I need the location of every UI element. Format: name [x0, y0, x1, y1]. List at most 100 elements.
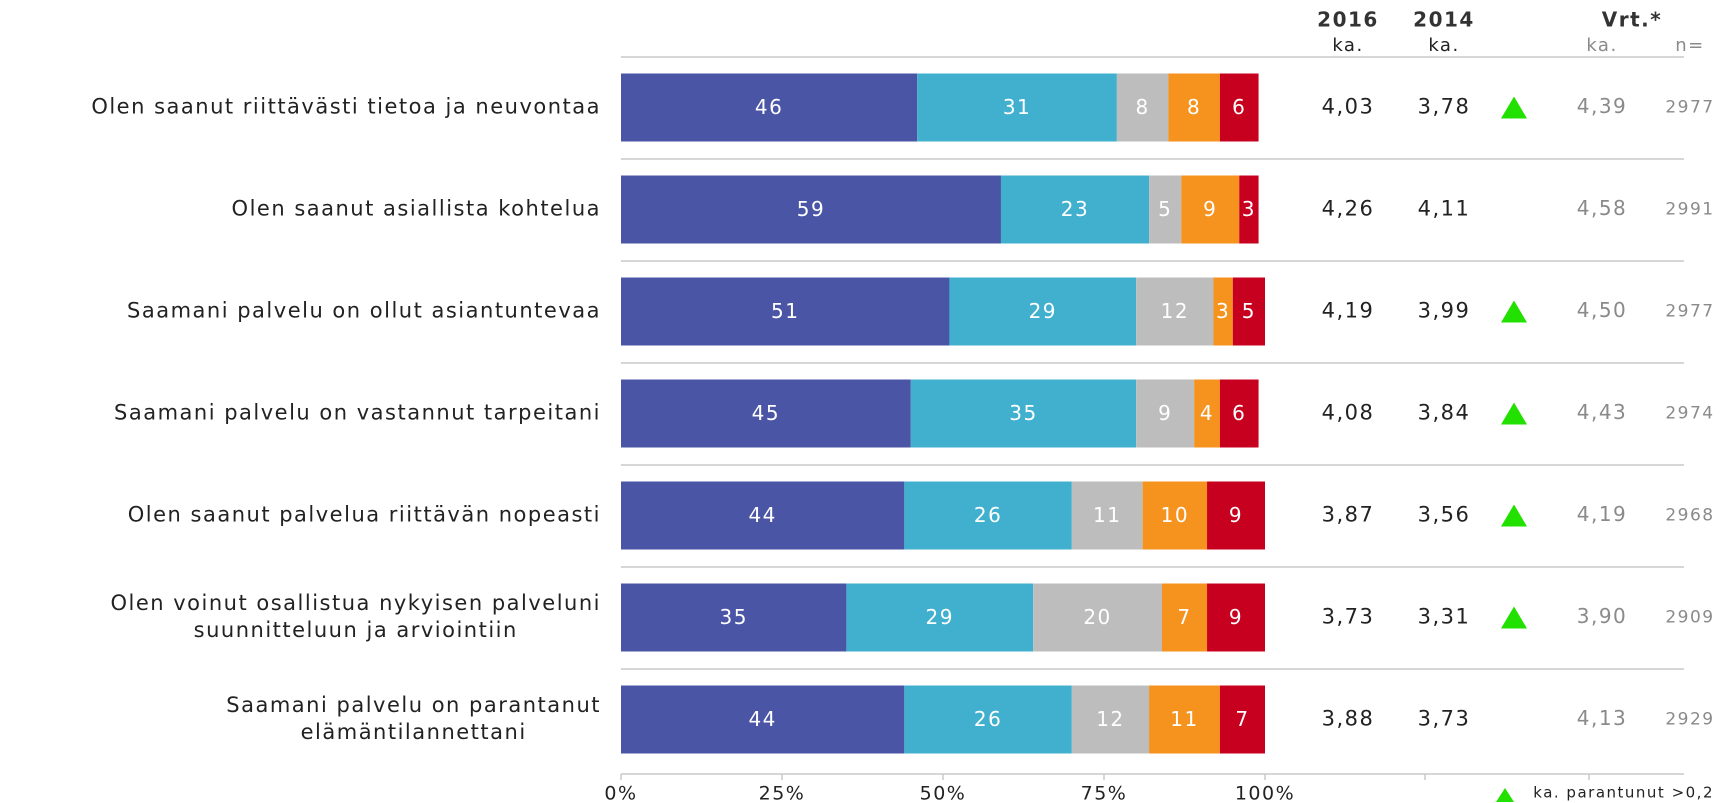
data-label: 4 [1200, 401, 1214, 425]
table-cell: 4,19 [1577, 502, 1628, 526]
data-label: 44 [748, 707, 776, 731]
category-label: Olen saanut riittävästi tietoa ja neuvon… [91, 95, 601, 119]
bar-segment [1136, 277, 1214, 346]
table-cell: 3,87 [1322, 503, 1375, 527]
bar-segment [621, 73, 918, 142]
bar-segment [1207, 583, 1265, 652]
category-label: Olen voinut osallistua nykyisen palvelun… [110, 591, 601, 615]
improved-marker [1501, 300, 1527, 323]
table-cell: 4,58 [1577, 196, 1628, 220]
bar-segment [1149, 685, 1220, 754]
data-label: 23 [1061, 197, 1089, 221]
column-header: Vrt.* [1602, 8, 1662, 32]
category-label: suunnitteluun ja arviointiin [194, 618, 518, 642]
data-label: 11 [1093, 503, 1121, 527]
bar-segment [949, 277, 1137, 346]
table-cell: 3,31 [1418, 605, 1471, 629]
bar-segment [1149, 175, 1182, 244]
table-cell: 4,08 [1322, 401, 1375, 425]
improved-marker [1501, 96, 1527, 119]
bar-segment [846, 583, 1034, 652]
table-cell: 3,99 [1418, 299, 1471, 323]
bar-segment [1142, 481, 1208, 550]
column-subheader: ka. [1332, 35, 1363, 56]
data-label: 26 [974, 707, 1002, 731]
category-label: elämäntilannettani [301, 720, 527, 744]
table-cell: 3,73 [1418, 707, 1471, 731]
column-subheader: n= [1675, 35, 1705, 56]
data-label: 29 [926, 605, 954, 629]
bar-segment [1071, 685, 1150, 754]
x-tick-label: 50% [920, 783, 967, 803]
table-cell: 3,90 [1577, 604, 1628, 628]
data-label: 31 [1003, 95, 1031, 119]
table-cell: 4,03 [1322, 95, 1375, 119]
table-cell: 3,56 [1418, 503, 1471, 527]
column-header: 2016 [1317, 8, 1379, 32]
data-label: 59 [797, 197, 825, 221]
data-label: 5 [1158, 197, 1172, 221]
bar-segment [1181, 175, 1240, 244]
data-label: 35 [1009, 401, 1037, 425]
data-label: 9 [1158, 401, 1172, 425]
data-label: 7 [1235, 707, 1249, 731]
improved-marker [1501, 504, 1527, 527]
data-label: 3 [1216, 299, 1230, 323]
data-label: 10 [1161, 503, 1189, 527]
table-cell: 3,88 [1322, 707, 1375, 731]
x-tick-label: 25% [759, 783, 806, 803]
table-cell: 2977 [1665, 98, 1714, 118]
bar-segment [621, 685, 905, 754]
bar-segment [1219, 73, 1259, 142]
data-label: 11 [1170, 707, 1198, 731]
data-label: 6 [1232, 95, 1246, 119]
table-cell: 2968 [1665, 506, 1714, 526]
bar-segment [1116, 73, 1169, 142]
table-cell: 4,19 [1322, 299, 1375, 323]
bar-segment [904, 685, 1072, 754]
bar-segment [904, 481, 1072, 550]
bar-segment [1168, 73, 1220, 142]
table-cell: 3,84 [1418, 401, 1471, 425]
data-label: 9 [1229, 605, 1243, 629]
category-label: Saamani palvelu on vastannut tarpeitani [114, 401, 601, 425]
bar-segment [621, 175, 1001, 244]
data-label: 12 [1096, 707, 1124, 731]
data-label: 12 [1161, 299, 1189, 323]
x-tick-label: 100% [1235, 783, 1295, 803]
table-cell: 2977 [1665, 302, 1714, 322]
category-label: Saamani palvelu on parantanut [226, 693, 601, 717]
table-cell: 2909 [1665, 608, 1714, 628]
data-label: 3 [1242, 197, 1256, 221]
table-cell: 4,11 [1418, 197, 1471, 221]
table-cell: 2991 [1665, 200, 1714, 220]
bar-segment [621, 379, 911, 448]
bar-segment [1232, 277, 1265, 346]
legend-note: ka. parantunut >0,2 [1533, 784, 1714, 802]
bar-segment [1207, 481, 1265, 550]
improved-marker [1501, 402, 1527, 425]
column-subheader: ka. [1586, 35, 1617, 56]
bar-segment [1219, 685, 1265, 754]
legend-marker [1496, 788, 1514, 802]
data-label: 9 [1229, 503, 1243, 527]
column-subheader: ka. [1428, 35, 1459, 56]
data-label: 46 [755, 95, 783, 119]
bar-segment [917, 73, 1117, 142]
category-label: Olen saanut palvelua riittävän nopeasti [128, 503, 601, 527]
bar-segment [1239, 175, 1259, 244]
bar-segment [1194, 379, 1220, 448]
table-cell: 4,50 [1577, 298, 1628, 322]
improved-marker [1501, 606, 1527, 629]
bar-segment [621, 277, 950, 346]
table-cell: 3,78 [1418, 95, 1471, 119]
data-label: 6 [1232, 401, 1246, 425]
bar-segment [910, 379, 1137, 448]
table-cell: 4,26 [1322, 197, 1375, 221]
table-cell: 4,13 [1577, 706, 1628, 730]
table-cell: 4,43 [1577, 400, 1628, 424]
data-label: 5 [1242, 299, 1256, 323]
bar-segment [621, 583, 847, 652]
bar-segment [1219, 379, 1259, 448]
